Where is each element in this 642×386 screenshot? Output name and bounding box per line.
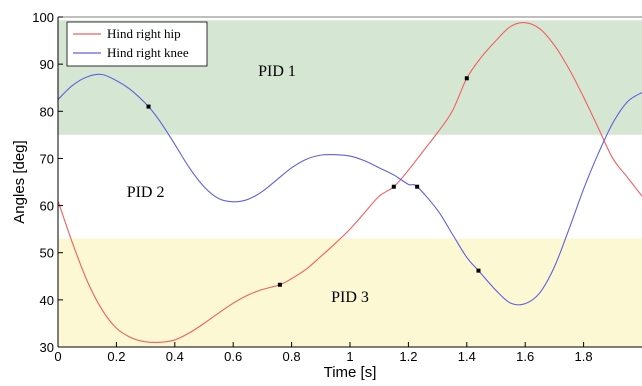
- series-lines: [58, 22, 642, 344]
- x-tick-label: 1.6: [516, 349, 534, 364]
- hind-right-hip-marker: [391, 184, 396, 189]
- legend-entry-label: Hind right hip: [107, 26, 181, 41]
- pid-1-label: PID 1: [258, 63, 296, 80]
- x-tick-label: 1.4: [458, 349, 476, 364]
- pid-2-label: PID 2: [127, 184, 165, 201]
- hind-right-knee-marker: [476, 268, 481, 273]
- y-axis-label: Angles [deg]: [11, 140, 28, 223]
- pid-2-band: [58, 134, 642, 239]
- x-tick-label: 0.2: [107, 349, 125, 364]
- pid-band-labels: PID 1 PID 2 PID 3: [127, 63, 369, 306]
- x-tick-label: 0.4: [166, 349, 184, 364]
- y-tick-label: 80: [40, 104, 54, 119]
- series-markers: [146, 76, 481, 287]
- x-tick-label: 1: [346, 349, 353, 364]
- x-tick-label: 0.8: [283, 349, 301, 364]
- legend-entry-label: Hind right knee: [107, 45, 189, 60]
- y-tick-label: 90: [40, 57, 54, 72]
- hind-right-hip-marker: [277, 282, 282, 287]
- legend: Hind right hip Hind right knee: [66, 21, 208, 67]
- y-tick-label: 30: [40, 340, 54, 355]
- x-axis-label: Time [s]: [324, 364, 377, 381]
- x-tick-label: 1.8: [575, 349, 593, 364]
- hind-right-hip-line: [58, 22, 642, 344]
- hind-right-knee-line: [58, 73, 642, 306]
- axes: 0 0.2 0.4 0.6 0.8 1 1.2 1.4 1.6 1.8 30 40 50 60 70 80 90…: [32, 10, 642, 364]
- y-tick-label: 40: [40, 293, 54, 308]
- legend-box: [66, 21, 208, 67]
- pid-bands: [58, 20, 642, 347]
- x-tick-label: 0.6: [224, 349, 242, 364]
- x-tick-label: 1.2: [399, 349, 417, 364]
- pid-3-band: [58, 238, 642, 347]
- y-tick-label: 50: [40, 246, 54, 261]
- hind-right-knee-marker: [146, 104, 151, 109]
- pid-3-label: PID 3: [331, 289, 369, 306]
- hind-right-hip-marker: [464, 76, 469, 81]
- y-tick-label: 100: [32, 10, 54, 25]
- y-tick-label: 60: [40, 199, 54, 214]
- hind-right-knee-marker: [415, 184, 420, 189]
- x-tick-label: 0: [54, 349, 61, 364]
- y-tick-label: 70: [40, 151, 54, 166]
